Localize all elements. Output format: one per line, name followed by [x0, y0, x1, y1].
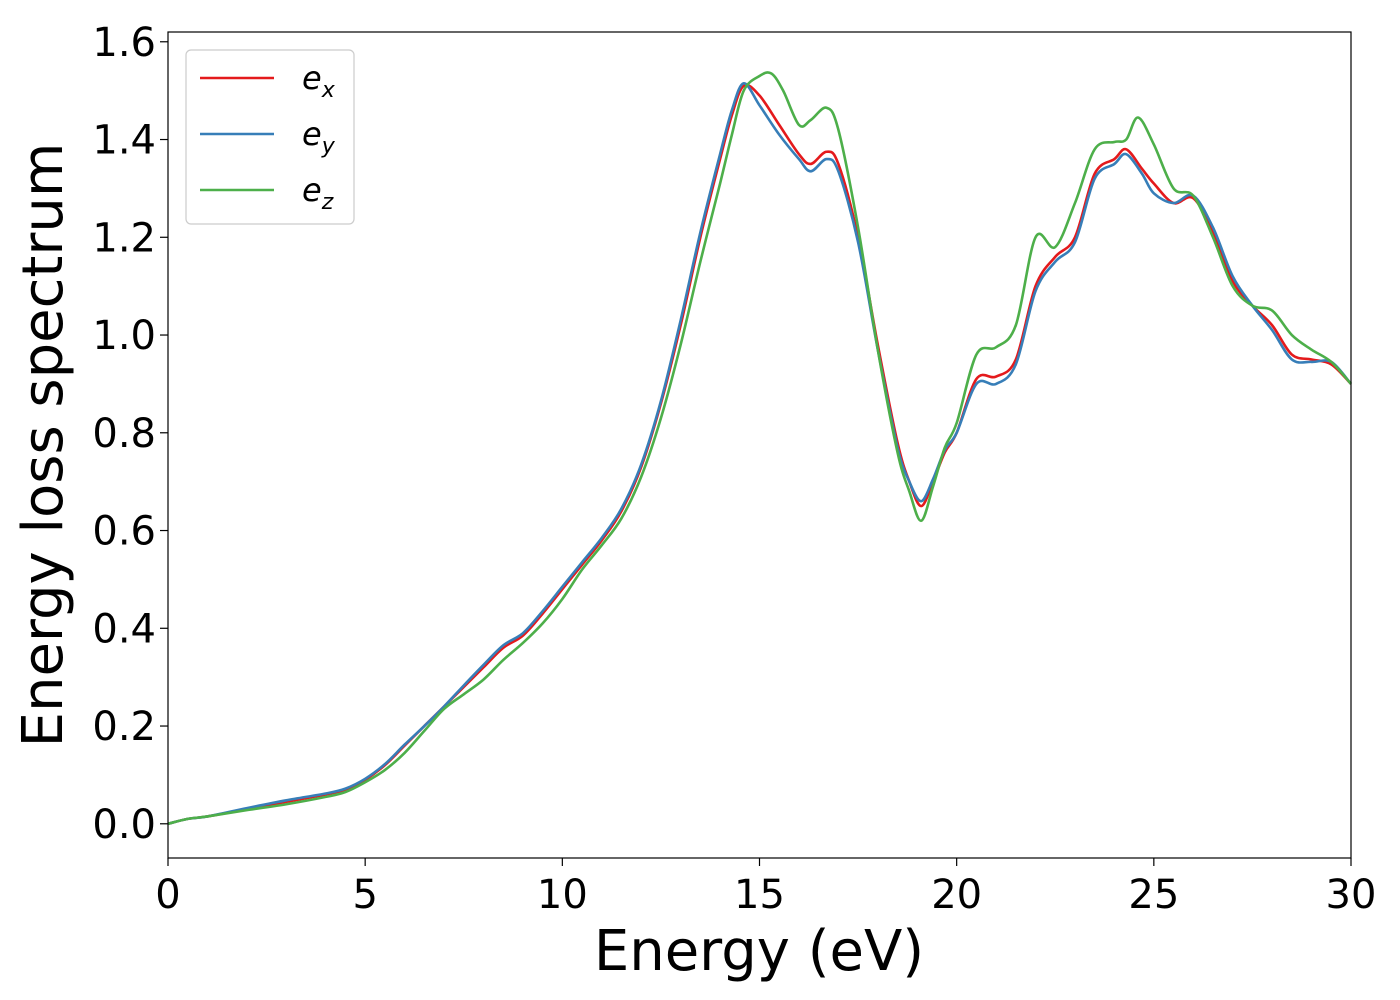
y-tick-label: 0.6	[92, 509, 156, 555]
x-axis: 0 5 10 15 20 25 30	[155, 858, 1376, 918]
y-tick-label: 0.2	[92, 704, 156, 750]
series-line-ey	[167, 82, 1352, 826]
legend-frame	[185, 49, 355, 225]
x-tick-label: 10	[537, 872, 588, 918]
y-tick-label: 0.8	[92, 411, 156, 457]
y-tick-label: 1.2	[92, 215, 156, 261]
y-tick-label: 0.4	[92, 606, 156, 652]
y-tick-label: 1.6	[92, 20, 156, 66]
y-tick-label: 0.0	[92, 802, 156, 848]
x-tick-label: 15	[734, 872, 785, 918]
y-axis-title: Energy loss spectrum	[11, 143, 76, 748]
x-tick-label: 30	[1326, 872, 1377, 918]
y-tick-label: 1.0	[92, 313, 156, 359]
x-tick-label: 25	[1128, 872, 1179, 918]
x-axis-title: Energy (eV)	[594, 919, 924, 984]
x-tick-label: 20	[931, 872, 982, 918]
series-lines	[167, 71, 1352, 826]
x-tick-label: 0	[155, 872, 180, 918]
x-tick-label: 5	[352, 872, 377, 918]
series-line-ez	[167, 71, 1352, 826]
y-axis: 0.0 0.2 0.4 0.6 0.8 1.0 1.2 1.4 1.6	[92, 20, 168, 848]
legend-label-ex: ex	[302, 59, 336, 103]
y-tick-label: 1.4	[92, 118, 156, 164]
